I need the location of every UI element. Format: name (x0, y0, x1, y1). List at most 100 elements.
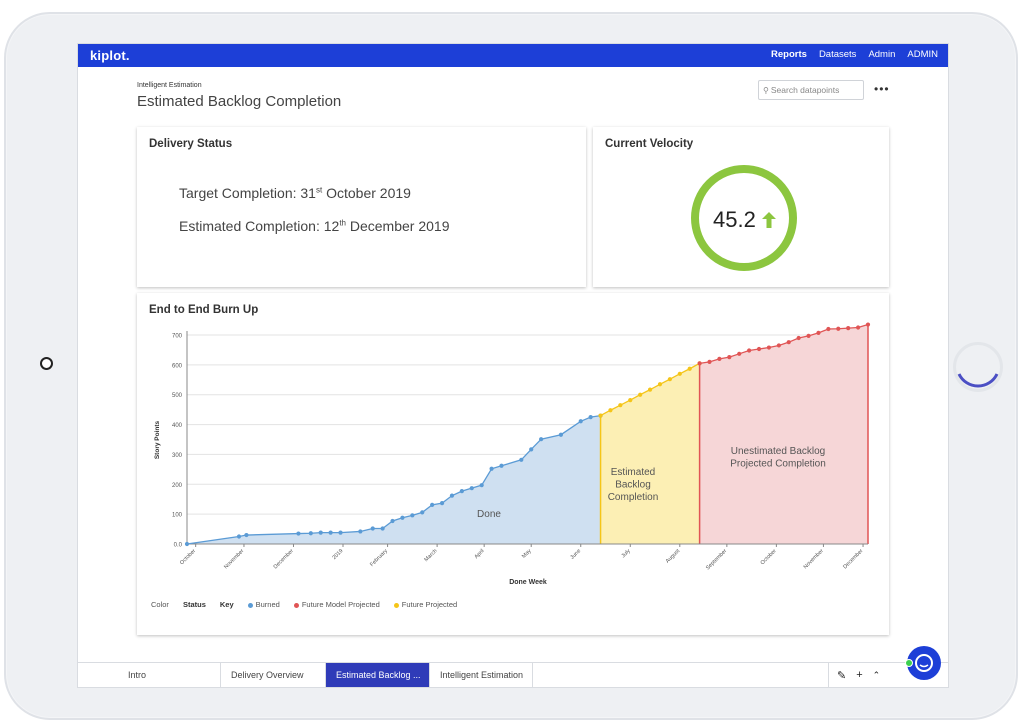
search-input[interactable]: ⚲ Search datapoints (758, 80, 864, 100)
data-point (747, 348, 752, 353)
y-tick-label: 500 (172, 393, 183, 399)
burn-up-chart: 0.0 100 200 300 400 500 600 700 October November D… (154, 322, 871, 586)
data-point (338, 530, 343, 535)
data-point (358, 529, 363, 534)
chevron-up-icon[interactable]: ⌃ (872, 669, 881, 680)
legend-item-burned[interactable]: Burned (247, 600, 280, 609)
pencil-icon[interactable]: ✎ (837, 669, 847, 682)
more-options-icon[interactable]: ••• (874, 82, 890, 96)
delivery-status-title: Delivery Status (149, 138, 233, 150)
legend-item-future-projected[interactable]: Future Projected (393, 600, 457, 609)
data-point (420, 510, 425, 515)
data-point (756, 346, 762, 352)
data-point (296, 531, 301, 536)
data-point (608, 408, 613, 413)
home-button[interactable] (953, 342, 1003, 392)
breadcrumb[interactable]: Intelligent Estimation (137, 82, 202, 89)
area-future-projected (600, 363, 700, 544)
data-point (687, 366, 692, 371)
tab-tools: ✎ + ⌃ (828, 663, 948, 687)
legend-status-label[interactable]: Status (182, 600, 206, 609)
y-tick-label: 100 (172, 513, 183, 519)
y-tick-label: 400 (172, 423, 183, 429)
legend-key-label[interactable]: Key (219, 600, 234, 609)
data-point (638, 392, 643, 397)
data-point (855, 325, 861, 330)
data-point (737, 351, 742, 356)
data-point (578, 419, 583, 424)
chat-icon (915, 654, 933, 672)
data-point (184, 541, 190, 547)
data-point (727, 354, 732, 360)
burn-up-card: End to End Burn Up 0.0 100 200 300 400 500 600… (137, 293, 889, 635)
data-point (816, 330, 821, 336)
current-velocity-card: Current Velocity 45.2 (593, 127, 889, 287)
data-point (236, 534, 242, 539)
data-point (707, 359, 712, 364)
velocity-value: 45.2 (713, 207, 756, 232)
x-tick-label: April (474, 548, 486, 560)
data-point (308, 531, 313, 536)
search-icon: ⚲ (763, 85, 769, 95)
plus-icon[interactable]: + (856, 669, 863, 681)
data-point (667, 377, 672, 382)
y-tick-label: 700 (172, 334, 183, 340)
top-nav: Reports Datasets Admin ADMIN (771, 49, 938, 60)
data-point (697, 361, 702, 366)
online-status-dot (905, 659, 913, 667)
camera-icon (40, 357, 53, 370)
data-point (489, 466, 494, 471)
y-tick-label: 200 (172, 483, 183, 489)
search-placeholder: Search datapoints (770, 85, 840, 95)
data-point (380, 526, 385, 531)
data-point (318, 530, 323, 535)
data-point (846, 326, 851, 331)
data-point (766, 345, 772, 350)
x-tick-label: December (842, 548, 864, 570)
data-point (430, 502, 435, 507)
data-point (539, 437, 544, 442)
tab-intelligent-estimation[interactable]: Intelligent Estimation (430, 663, 533, 687)
tab-intro[interactable]: Intro (118, 663, 221, 687)
y-axis-label: Story Points (154, 420, 161, 459)
page-title: Estimated Backlog Completion (137, 93, 342, 110)
data-point (826, 326, 831, 332)
data-point (786, 340, 791, 345)
x-tick-label: May (521, 548, 533, 560)
data-point (499, 463, 504, 468)
legend-item-future-model[interactable]: Future Model Projected (293, 600, 380, 609)
data-point (410, 513, 415, 518)
data-point (400, 515, 405, 520)
nav-reports[interactable]: Reports (771, 49, 807, 60)
y-tick-label: 0.0 (174, 543, 183, 549)
data-point (459, 489, 464, 494)
area-future-model-projected (699, 324, 868, 544)
y-tick-label: 600 (172, 363, 183, 369)
data-point (588, 415, 593, 420)
kiplot-logo[interactable]: kiplot. (90, 48, 130, 63)
data-point (370, 526, 375, 531)
nav-admin[interactable]: Admin (868, 49, 896, 60)
x-tick-label: 2019 (332, 548, 345, 561)
nav-datasets[interactable]: Datasets (818, 49, 857, 60)
region-label-estimated: Estimated Backlog Completion (608, 467, 659, 503)
data-point (628, 397, 633, 403)
nav-user-menu[interactable]: ADMIN (907, 49, 938, 60)
tab-estimated-backlog[interactable]: Estimated Backlog ... (326, 663, 430, 687)
up-arrow-icon (762, 212, 776, 228)
data-point (657, 382, 663, 387)
tab-delivery-overview[interactable]: Delivery Overview (221, 663, 326, 687)
x-tick-label: July (621, 548, 632, 559)
data-point (519, 457, 524, 462)
data-point (677, 371, 682, 376)
x-tick-label: March (423, 548, 438, 563)
data-point (529, 447, 534, 452)
data-point (244, 532, 249, 538)
burn-up-title: End to End Burn Up (149, 304, 259, 316)
loading-ring-icon (957, 373, 999, 388)
x-tick-label: December (273, 548, 295, 570)
region-label-done: Done (477, 509, 501, 520)
data-point (449, 493, 455, 498)
data-point (558, 432, 564, 437)
x-tick-label: February (369, 548, 389, 568)
